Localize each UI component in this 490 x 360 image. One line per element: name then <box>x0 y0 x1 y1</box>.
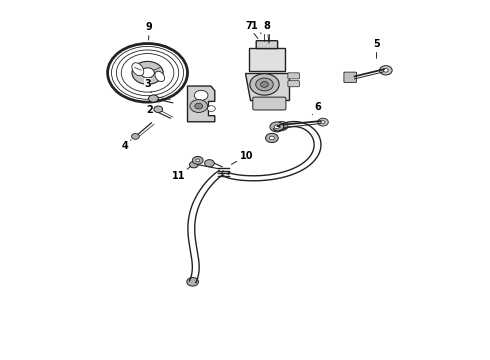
Circle shape <box>187 278 198 286</box>
Circle shape <box>132 62 163 84</box>
Circle shape <box>279 124 284 128</box>
Text: 5: 5 <box>373 39 380 58</box>
Circle shape <box>190 100 207 112</box>
Circle shape <box>383 68 388 72</box>
Circle shape <box>207 106 215 111</box>
Polygon shape <box>245 73 289 100</box>
Circle shape <box>261 82 269 87</box>
Text: 2: 2 <box>146 105 158 115</box>
Ellipse shape <box>132 63 144 76</box>
Circle shape <box>195 90 208 100</box>
Circle shape <box>275 121 288 131</box>
Circle shape <box>154 106 163 112</box>
FancyBboxPatch shape <box>248 48 285 71</box>
FancyBboxPatch shape <box>253 97 286 110</box>
Text: 3: 3 <box>144 78 151 93</box>
Text: 8: 8 <box>264 21 270 43</box>
Text: 9: 9 <box>146 22 152 40</box>
Circle shape <box>196 159 200 162</box>
FancyBboxPatch shape <box>256 41 278 49</box>
Circle shape <box>250 74 279 95</box>
Circle shape <box>274 125 279 129</box>
Circle shape <box>256 78 273 91</box>
FancyBboxPatch shape <box>344 72 357 82</box>
Circle shape <box>318 118 328 126</box>
Circle shape <box>270 122 284 132</box>
Ellipse shape <box>155 71 165 82</box>
FancyBboxPatch shape <box>288 73 299 79</box>
Circle shape <box>148 95 158 102</box>
Text: 1: 1 <box>251 21 261 33</box>
Circle shape <box>141 68 154 78</box>
Circle shape <box>379 66 392 75</box>
Circle shape <box>131 134 139 139</box>
Circle shape <box>190 161 198 168</box>
FancyBboxPatch shape <box>288 81 299 87</box>
Circle shape <box>321 121 325 123</box>
Circle shape <box>195 103 202 109</box>
Text: 4: 4 <box>122 140 131 151</box>
Text: 11: 11 <box>172 166 191 181</box>
Text: 10: 10 <box>231 151 253 165</box>
Text: 7: 7 <box>245 21 258 39</box>
Circle shape <box>266 133 278 143</box>
Polygon shape <box>188 86 215 122</box>
Text: 6: 6 <box>313 102 321 114</box>
Circle shape <box>204 159 214 167</box>
Circle shape <box>270 136 274 140</box>
Circle shape <box>193 157 203 164</box>
